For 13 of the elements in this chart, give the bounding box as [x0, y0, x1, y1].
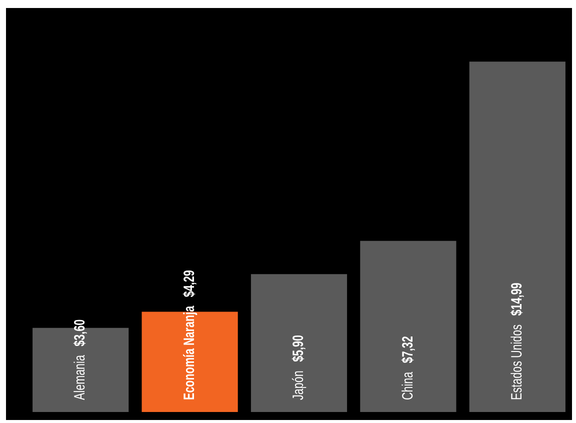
- bar: [360, 240, 456, 412]
- data-label: $3,60: [70, 319, 88, 346]
- bar: [250, 274, 348, 412]
- x-tick-label: Economía Naranja: [180, 305, 198, 400]
- data-label: $5,90: [289, 334, 307, 362]
- data-label: $14,99: [508, 282, 525, 316]
- bar: [469, 62, 566, 412]
- data-label: $4,29: [180, 270, 198, 298]
- x-tick-label: Estados Unidos: [508, 324, 525, 400]
- data-label: $7,32: [398, 336, 416, 364]
- x-tick-label: Alemania: [70, 354, 88, 400]
- x-tick-label: China: [398, 371, 416, 400]
- x-tick-label: Japón: [289, 370, 307, 400]
